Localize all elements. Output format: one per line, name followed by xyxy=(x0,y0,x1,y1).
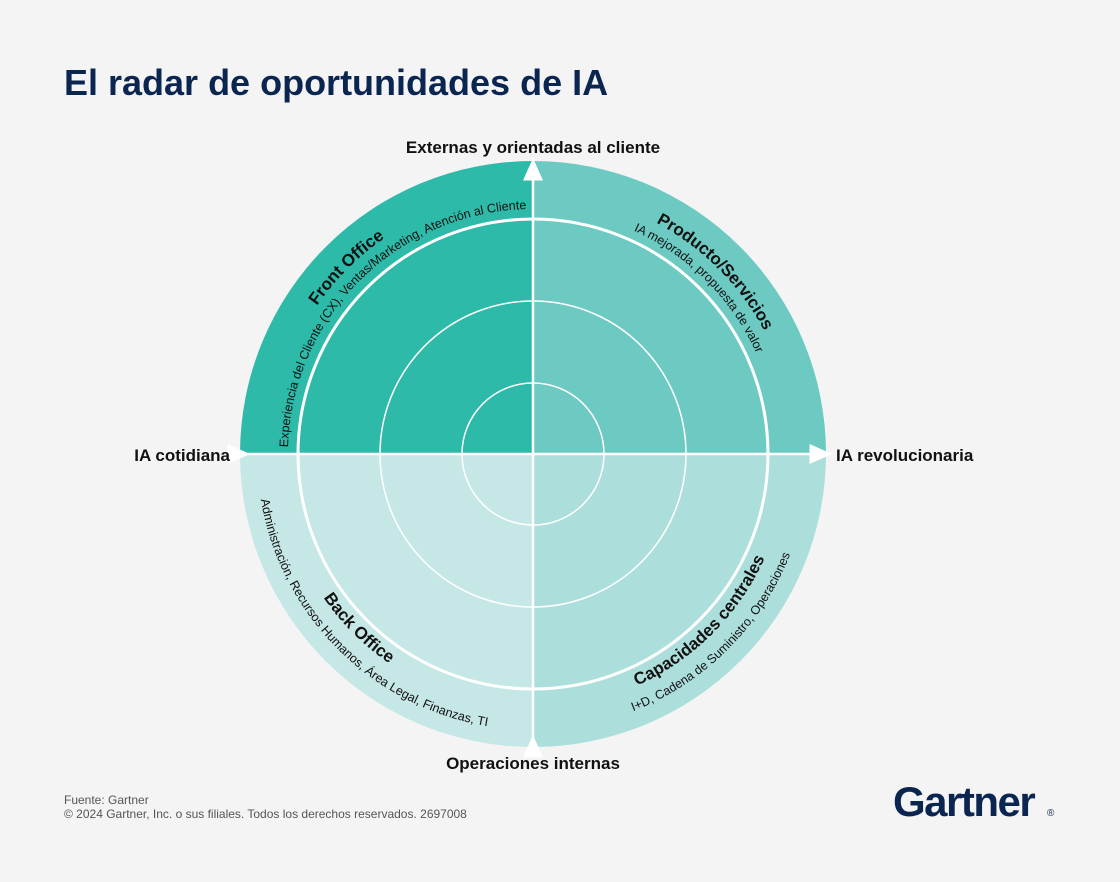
quadrant-bg xyxy=(240,454,533,747)
quadrant-bg xyxy=(240,161,533,454)
axis-label: Operaciones internas xyxy=(446,754,620,773)
axis-label: IA revolucionaria xyxy=(836,446,974,465)
quadrant-bg xyxy=(533,454,826,747)
radar xyxy=(227,158,832,758)
quadrant-bg xyxy=(533,161,826,454)
axis-label: Externas y orientadas al cliente xyxy=(406,138,660,157)
logo-mark: ® xyxy=(1047,808,1055,819)
copyright: © 2024 Gartner, Inc. o sus filiales. Tod… xyxy=(64,807,467,821)
logo: Gartner xyxy=(893,778,1035,825)
source: Fuente: Gartner xyxy=(64,793,149,807)
title: El radar de oportunidades de IA xyxy=(64,62,608,103)
axis-label: IA cotidiana xyxy=(134,446,230,465)
